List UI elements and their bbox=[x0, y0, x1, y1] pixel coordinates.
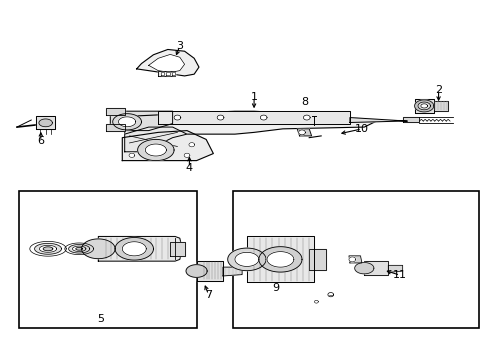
Text: 11: 11 bbox=[392, 270, 407, 280]
Polygon shape bbox=[158, 111, 349, 123]
Polygon shape bbox=[171, 72, 175, 75]
Polygon shape bbox=[30, 242, 66, 256]
Polygon shape bbox=[124, 111, 378, 134]
Polygon shape bbox=[65, 243, 93, 255]
Text: 4: 4 bbox=[185, 163, 193, 173]
Polygon shape bbox=[35, 243, 61, 254]
Text: 6: 6 bbox=[37, 136, 44, 146]
Polygon shape bbox=[81, 239, 115, 259]
Polygon shape bbox=[137, 139, 174, 161]
Polygon shape bbox=[43, 247, 53, 251]
Polygon shape bbox=[39, 119, 52, 127]
Polygon shape bbox=[98, 237, 182, 261]
Polygon shape bbox=[118, 117, 136, 127]
Polygon shape bbox=[174, 115, 181, 120]
Polygon shape bbox=[105, 123, 124, 131]
Polygon shape bbox=[76, 247, 82, 250]
Polygon shape bbox=[348, 257, 355, 262]
Polygon shape bbox=[364, 261, 387, 275]
Polygon shape bbox=[113, 114, 141, 130]
Polygon shape bbox=[234, 252, 258, 266]
Polygon shape bbox=[196, 261, 223, 280]
Polygon shape bbox=[266, 252, 293, 267]
Text: 9: 9 bbox=[271, 283, 279, 293]
Polygon shape bbox=[160, 72, 164, 75]
Polygon shape bbox=[227, 248, 265, 271]
Polygon shape bbox=[327, 293, 333, 297]
Polygon shape bbox=[170, 242, 184, 256]
Text: 8: 8 bbox=[300, 98, 307, 107]
Polygon shape bbox=[258, 247, 302, 272]
Polygon shape bbox=[188, 143, 194, 147]
Polygon shape bbox=[414, 100, 433, 112]
Polygon shape bbox=[420, 104, 427, 108]
Polygon shape bbox=[387, 265, 402, 273]
Polygon shape bbox=[110, 111, 172, 131]
Polygon shape bbox=[36, 117, 55, 129]
Polygon shape bbox=[185, 265, 207, 277]
Bar bbox=[19, 190, 196, 328]
Polygon shape bbox=[349, 118, 407, 122]
Polygon shape bbox=[72, 246, 86, 252]
Polygon shape bbox=[166, 72, 170, 75]
Polygon shape bbox=[298, 130, 305, 135]
Polygon shape bbox=[354, 262, 373, 274]
Polygon shape bbox=[303, 115, 309, 120]
Polygon shape bbox=[68, 244, 89, 253]
Polygon shape bbox=[246, 237, 313, 282]
Polygon shape bbox=[124, 127, 186, 152]
Text: 2: 2 bbox=[434, 85, 441, 95]
Polygon shape bbox=[184, 153, 189, 157]
Bar bbox=[232, 190, 478, 328]
Polygon shape bbox=[402, 117, 419, 122]
Text: 3: 3 bbox=[176, 41, 183, 51]
Polygon shape bbox=[137, 49, 199, 76]
Polygon shape bbox=[122, 131, 213, 161]
Polygon shape bbox=[129, 153, 135, 157]
Polygon shape bbox=[414, 99, 433, 113]
Polygon shape bbox=[115, 238, 153, 260]
Polygon shape bbox=[223, 267, 242, 276]
Text: 7: 7 bbox=[204, 290, 212, 300]
Polygon shape bbox=[105, 108, 124, 115]
Polygon shape bbox=[217, 115, 224, 120]
Polygon shape bbox=[348, 256, 361, 263]
Polygon shape bbox=[433, 100, 447, 111]
Text: 1: 1 bbox=[250, 92, 257, 102]
Text: 5: 5 bbox=[97, 314, 104, 324]
Polygon shape bbox=[158, 71, 175, 76]
Polygon shape bbox=[148, 54, 184, 72]
Polygon shape bbox=[314, 300, 318, 303]
Polygon shape bbox=[308, 249, 325, 270]
Polygon shape bbox=[40, 245, 57, 252]
Polygon shape bbox=[145, 144, 166, 156]
Polygon shape bbox=[297, 129, 311, 136]
Text: 10: 10 bbox=[354, 124, 368, 134]
Polygon shape bbox=[417, 102, 429, 110]
Polygon shape bbox=[260, 115, 266, 120]
Polygon shape bbox=[122, 242, 146, 256]
